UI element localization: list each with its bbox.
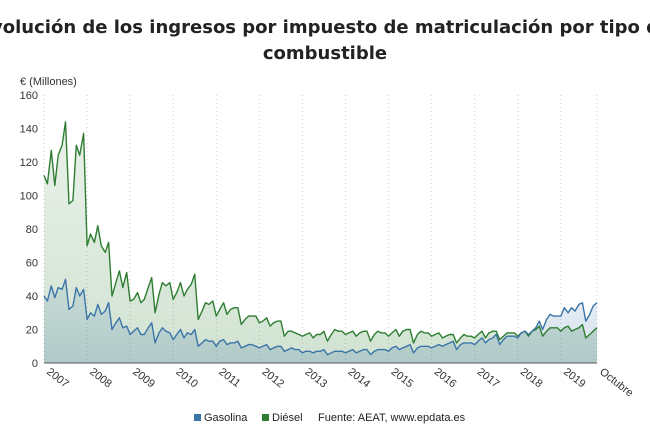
series-line-diesel (43, 121, 598, 344)
x-tick-label: 2017 (475, 366, 502, 391)
area-layer (44, 121, 597, 363)
x-tick-label: 2009 (130, 366, 157, 391)
x-tick-label: 2016 (432, 366, 459, 391)
legend-label-diesel: Diésel (272, 412, 303, 424)
series-line-gasolina (43, 278, 598, 356)
x-tick-label: 2014 (346, 366, 373, 391)
series-area-gasolina (44, 279, 597, 363)
chart-title-line1: Evolución de los ingresos por impuesto d… (0, 17, 650, 38)
y-tick-label: 120 (20, 157, 38, 169)
y-tick-label: 60 (26, 258, 38, 270)
legend-label-gasolina: Gasolina (204, 412, 248, 424)
x-tick-label: 2010 (173, 366, 200, 391)
source-note: Fuente: AEAT, www.epdata.es (318, 412, 466, 424)
y-tick-label: 140 (20, 124, 38, 136)
y-tick-label: 0 (32, 358, 38, 370)
legend: Gasolina Diésel Fuente: AEAT, www.epdata… (194, 412, 466, 424)
x-tick-label: 2013 (303, 366, 330, 391)
y-axis-label: € (Millones) (20, 76, 77, 88)
x-tick-label: 2018 (518, 366, 545, 391)
x-tick-label: Octubre (597, 366, 635, 400)
legend-swatch-diesel (262, 414, 269, 421)
x-tick-label: 2012 (259, 366, 286, 391)
y-tick-label: 100 (20, 191, 38, 203)
y-tick-label: 80 (26, 224, 38, 236)
x-tick-label: 2007 (44, 366, 71, 391)
series-area-diesel (44, 121, 597, 363)
x-tick-label: 2019 (561, 366, 588, 391)
x-tick-label: 2011 (216, 366, 242, 390)
y-tick-label: 20 (26, 325, 38, 337)
grid-layer (43, 95, 598, 363)
chart-title-line2: combustible (263, 43, 387, 64)
x-tick-label: 2015 (389, 366, 416, 391)
y-tick-label: 160 (20, 90, 38, 102)
x-tick-label: 2008 (87, 366, 114, 391)
line-layer (43, 121, 598, 356)
legend-swatch-gasolina (194, 414, 201, 421)
y-tick-label: 40 (26, 291, 38, 303)
